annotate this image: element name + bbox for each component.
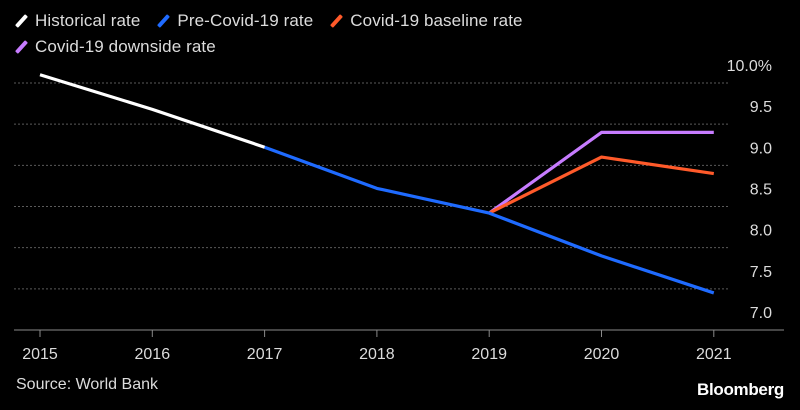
legend-row: Historical rate Pre-Covid-19 rate Covid-… [14, 8, 774, 34]
x-tick-label: 2019 [471, 346, 507, 363]
x-tick-label: 2021 [696, 346, 732, 363]
legend-row: Covid-19 downside rate [14, 34, 774, 60]
series-line-covid-19-baseline-rate [488, 155, 715, 215]
series-line-historical-rate [39, 73, 266, 149]
y-tick-label: 9.0 [750, 140, 772, 157]
y-tick-label: 10.0% [727, 58, 772, 75]
y-tick-label: 8.0 [750, 223, 772, 240]
legend-label-pre-covid: Pre-Covid-19 rate [177, 11, 314, 30]
bloomberg-logo: Bloomberg [696, 380, 784, 399]
x-tick-label: 2020 [584, 346, 620, 363]
y-tick-label: 7.0 [750, 305, 772, 322]
legend-item-pre-covid: Pre-Covid-19 rate [156, 11, 313, 31]
legend-item-baseline: Covid-19 baseline rate [329, 11, 523, 31]
series-line-covid-19-downside-rate [488, 130, 714, 215]
x-tick-label: 2017 [247, 346, 283, 363]
legend-label-baseline: Covid-19 baseline rate [350, 11, 523, 30]
legend-label-historical: Historical rate [35, 11, 141, 30]
x-tick-label: 2016 [135, 346, 171, 363]
legend-item-historical: Historical rate [14, 11, 140, 31]
chart-legend: Historical rate Pre-Covid-19 rate Covid-… [14, 8, 774, 60]
x-tick-label: 2015 [22, 346, 58, 363]
y-tick-label: 9.5 [750, 99, 772, 116]
y-tick-label: 7.5 [750, 264, 772, 281]
legend-label-downside: Covid-19 downside rate [35, 37, 216, 56]
x-tick-label: 2018 [359, 346, 395, 363]
series-line-pre-covid-19-rate [264, 145, 715, 295]
legend-item-downside: Covid-19 downside rate [14, 37, 216, 57]
y-tick-label: 8.5 [750, 182, 772, 199]
source-note: Source: World Bank [16, 376, 158, 393]
